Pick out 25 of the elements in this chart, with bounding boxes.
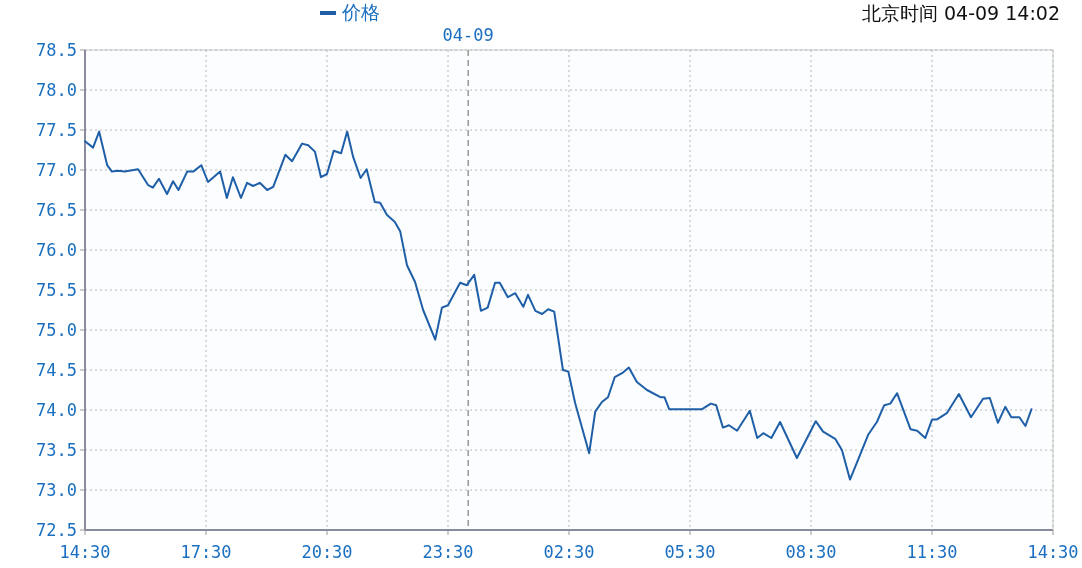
y-tick-label: 78.5: [36, 40, 77, 60]
y-tick-label: 76.0: [36, 240, 77, 260]
x-tick-label: 02:30: [543, 542, 595, 562]
y-tick-label: 73.0: [36, 480, 77, 500]
x-tick-label: 23:30: [422, 542, 474, 562]
x-tick-label: 14:30: [1027, 542, 1079, 562]
x-tick-label: 20:30: [301, 542, 353, 562]
y-tick-label: 74.0: [36, 400, 77, 420]
x-tick-label: 14:30: [59, 542, 111, 562]
y-tick-label: 76.5: [36, 200, 77, 220]
x-tick-label: 05:30: [664, 542, 716, 562]
y-tick-label: 75.5: [36, 280, 77, 300]
legend-label: 价格: [341, 1, 380, 23]
y-tick-label: 78.0: [36, 80, 77, 100]
y-tick-label: 74.5: [36, 360, 77, 380]
y-tick-label: 75.0: [36, 320, 77, 340]
y-tick-label: 77.0: [36, 160, 77, 180]
ref-line-label: 04-09: [442, 25, 494, 45]
x-tick-label: 08:30: [785, 542, 837, 562]
x-tick-label: 11:30: [906, 542, 958, 562]
y-tick-label: 73.5: [36, 440, 77, 460]
x-tick-label: 17:30: [180, 542, 232, 562]
y-tick-label: 72.5: [36, 520, 77, 540]
text: 北京时间 04-09 14:02: [861, 2, 1060, 24]
y-tick-label: 77.5: [36, 120, 77, 140]
